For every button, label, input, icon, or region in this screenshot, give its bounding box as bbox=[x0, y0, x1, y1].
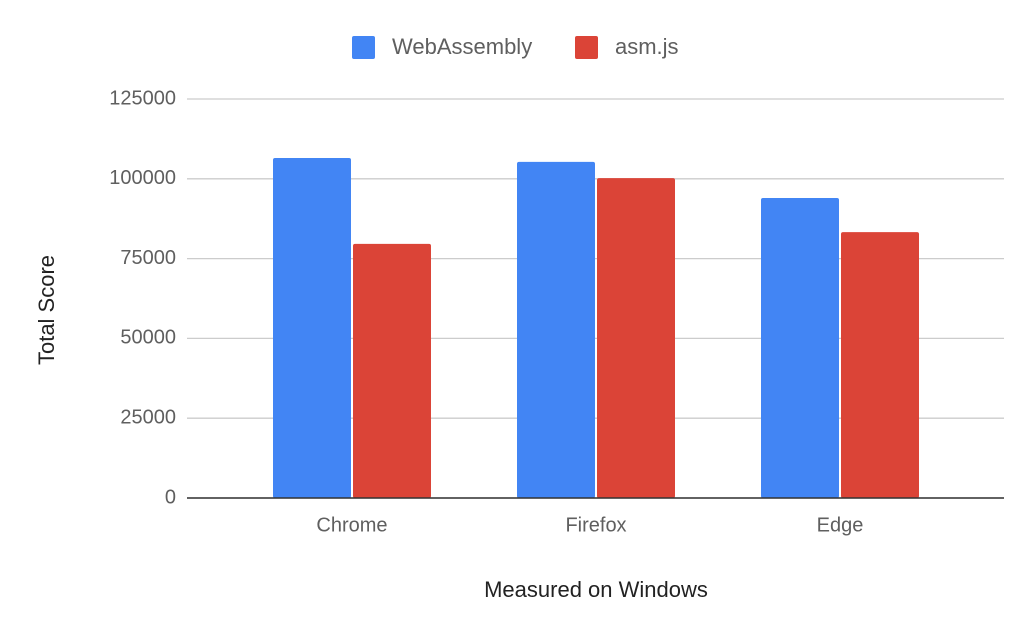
bar bbox=[353, 243, 431, 498]
y-axis-title: Total Score bbox=[34, 255, 59, 365]
x-tick-label: Firefox bbox=[565, 514, 626, 536]
bar bbox=[517, 161, 595, 499]
y-tick-label: 25000 bbox=[120, 406, 176, 428]
legend-swatch bbox=[352, 36, 375, 59]
bar bbox=[273, 158, 351, 498]
y-tick-label: 75000 bbox=[120, 247, 176, 269]
legend-label: asm.js bbox=[615, 34, 679, 59]
x-tick-label: Chrome bbox=[316, 514, 387, 536]
x-axis-title: Measured on Windows bbox=[484, 577, 708, 602]
y-tick-label: 100000 bbox=[109, 167, 176, 189]
x-tick-label: Edge bbox=[817, 514, 864, 536]
y-tick-label: 50000 bbox=[120, 327, 176, 349]
legend-label: WebAssembly bbox=[392, 34, 532, 59]
y-tick-label: 125000 bbox=[109, 87, 176, 109]
bar bbox=[597, 178, 675, 498]
legend-swatch bbox=[575, 36, 598, 59]
y-tick-label: 0 bbox=[165, 486, 176, 508]
bar bbox=[761, 197, 839, 498]
bar bbox=[841, 232, 919, 499]
